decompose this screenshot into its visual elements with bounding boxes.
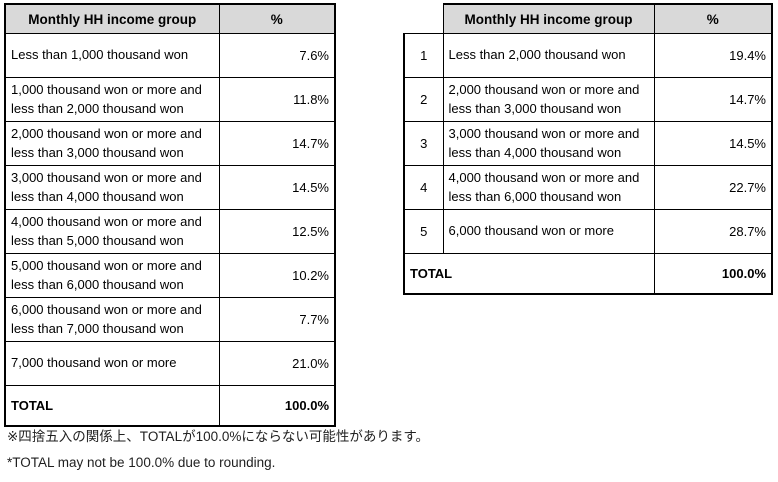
income-group-cell: 3,000 thousand won or more and less than… [442,121,655,166]
percent-cell: 14.5% [218,165,336,210]
income-group-cell: 5,000 thousand won or more and less than… [4,253,220,298]
income-group-cell: 3,000 thousand won or more and less than… [4,165,220,210]
income-group-header: Monthly HH income group [4,3,220,34]
table-row: 3 3,000 thousand won or more and less tha… [403,121,773,166]
income-group-cell: 6,000 thousand won or more and less than… [4,297,220,342]
percent-cell: 14.7% [653,77,773,122]
income-group-cell: 7,000 thousand won or more [4,341,220,386]
right-table-body: 1 Less than 2,000 thousand won 19.4% 2 2,000… [403,33,773,254]
total-label-cell: TOTAL [4,385,220,427]
row-number-cell: 2 [403,77,444,122]
income-group-cell: 6,000 thousand won or more [442,209,655,254]
percent-cell: 12.5% [218,209,336,254]
percent-cell: 14.7% [218,121,336,166]
table-row: 5 6,000 thousand won or more 28.7% [403,209,773,254]
total-percent-cell: 100.0% [653,253,773,295]
total-row: TOTAL 100.0% [4,385,336,427]
table-row: Less than 1,000 thousand won 7.6% [4,33,336,78]
header-row: Monthly HH income group % [404,3,773,34]
left-table-body: Less than 1,000 thousand won 7.6% 1,000 th… [4,33,336,386]
income-group-cell: 1,000 thousand won or more and less than… [4,77,220,122]
total-label-cell: TOTAL [403,253,655,295]
row-number-cell: 1 [403,33,444,78]
income-group-cell: Less than 1,000 thousand won [4,33,220,78]
table-row: 1 Less than 2,000 thousand won 19.4% [403,33,773,78]
income-group-cell: Less than 2,000 thousand won [442,33,655,78]
table-row: 4 4,000 thousand won or more and less tha… [403,165,773,210]
table-row: 5,000 thousand won or more and less than… [4,253,336,298]
income-group-header: Monthly HH income group [442,3,655,34]
income-group-cell: 4,000 thousand won or more and less than… [442,165,655,210]
total-percent-cell: 100.0% [218,385,336,427]
income-group-cell: 4,000 thousand won or more and less than… [4,209,220,254]
table-row: 2 2,000 thousand won or more and less tha… [403,77,773,122]
percent-cell: 7.7% [218,297,336,342]
percent-cell: 14.5% [653,121,773,166]
percent-cell: 19.4% [653,33,773,78]
footnotes: ※四捨五入の関係上、TOTALが100.0%にならない可能性があります。 *TO… [7,424,429,476]
table-row: 2,000 thousand won or more and less than… [4,121,336,166]
footnote-japanese: ※四捨五入の関係上、TOTALが100.0%にならない可能性があります。 [7,429,430,444]
table-row: 6,000 thousand won or more and less than… [4,297,336,342]
table-row: 4,000 thousand won or more and less than… [4,209,336,254]
percent-header: % [653,3,773,34]
header-row: Monthly HH income group % [4,3,336,34]
total-row: TOTAL 100.0% [403,253,773,295]
percent-cell: 21.0% [218,341,336,386]
percent-cell: 28.7% [653,209,773,254]
income-group-cell: 2,000 thousand won or more and less than… [442,77,655,122]
corner-spacer-cell [404,4,443,34]
percent-cell: 11.8% [218,77,336,122]
row-number-cell: 4 [403,165,444,210]
table-row: 1,000 thousand won or more and less than… [4,77,336,122]
footnote-english: *TOTAL may not be 100.0% due to rounding… [7,455,276,470]
income-table-grouped: Monthly HH income group % 1 Less than 2,0… [403,3,773,295]
row-number-cell: 3 [403,121,444,166]
percent-cell: 22.7% [653,165,773,210]
percent-cell: 10.2% [218,253,336,298]
percent-header: % [218,3,336,34]
income-group-cell: 2,000 thousand won or more and less than… [4,121,220,166]
table-row: 7,000 thousand won or more 21.0% [4,341,336,386]
table-row: 3,000 thousand won or more and less than… [4,165,336,210]
percent-cell: 7.6% [218,33,336,78]
income-table-detailed: Monthly HH income group % Less than 1,00… [4,3,336,427]
row-number-cell: 5 [403,209,444,254]
